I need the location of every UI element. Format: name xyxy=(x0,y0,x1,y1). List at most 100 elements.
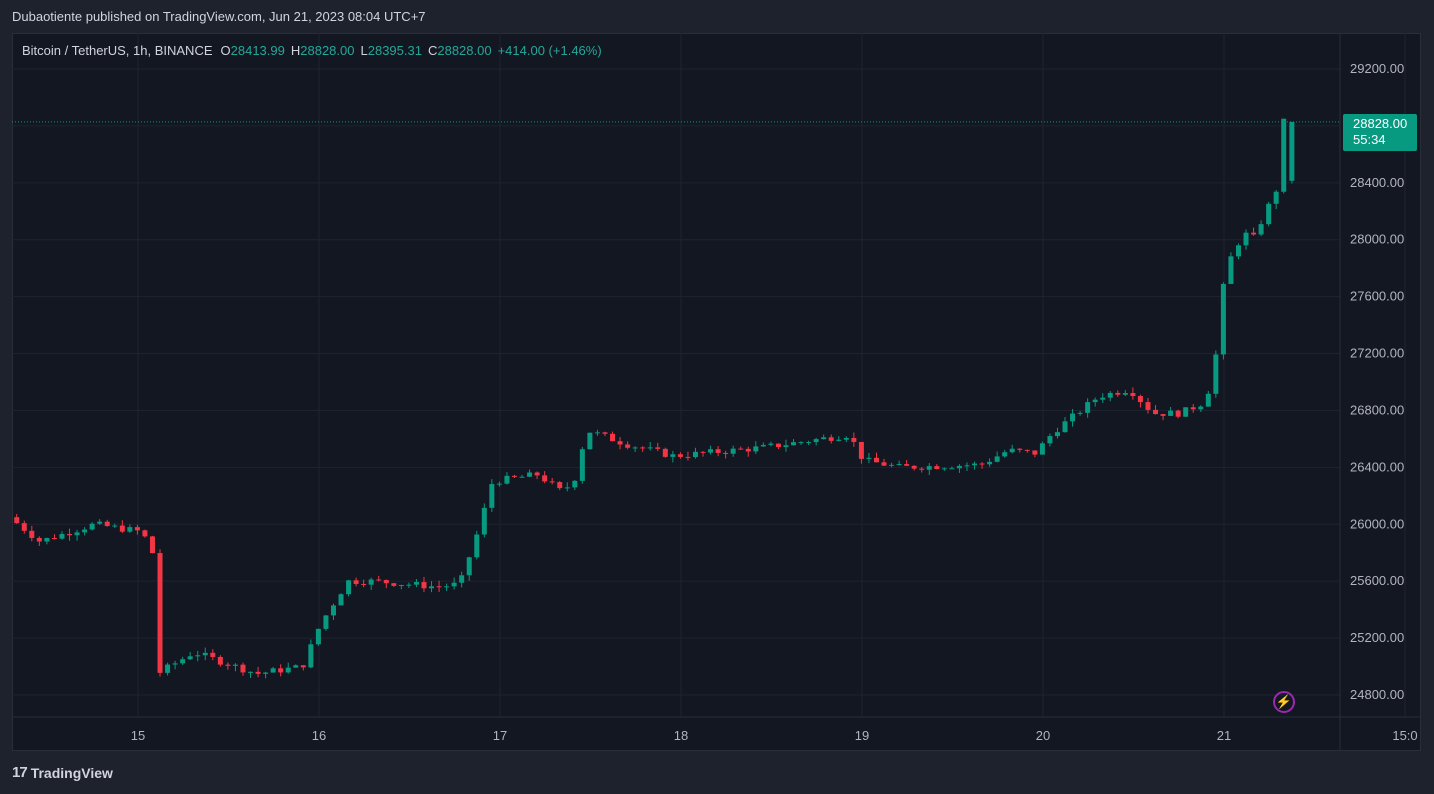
candle-body xyxy=(806,442,812,444)
candle-body xyxy=(677,454,683,457)
candle-body xyxy=(579,449,585,481)
published-header: Dubaotiente published on TradingView.com… xyxy=(12,9,426,24)
candle-body xyxy=(662,448,668,457)
bar-countdown: 55:34 xyxy=(1353,132,1386,147)
candle-body xyxy=(1024,449,1030,451)
candle-body xyxy=(926,466,932,470)
last-price-tag: 28828.00 55:34 xyxy=(1343,114,1417,151)
candle-body xyxy=(640,447,646,449)
candle-body xyxy=(195,655,201,657)
lightning-icon[interactable]: ⚡ xyxy=(1273,691,1295,713)
candle-body xyxy=(165,664,171,673)
candle-body xyxy=(489,484,495,508)
candle-body xyxy=(1062,421,1068,433)
candle-body xyxy=(451,582,457,587)
high-label: H xyxy=(290,43,301,58)
candle-body xyxy=(1054,432,1060,437)
candle-body xyxy=(444,586,450,588)
candle-body xyxy=(979,463,985,465)
symbol-label[interactable]: Bitcoin / TetherUS, 1h, BINANCE xyxy=(22,43,213,58)
low-label: L xyxy=(360,43,368,58)
candle-body xyxy=(1107,392,1113,398)
candle-body xyxy=(413,582,419,585)
candle-body xyxy=(949,468,955,470)
candle-body xyxy=(1198,406,1204,410)
candle-body xyxy=(783,445,789,448)
candle-body xyxy=(338,594,344,606)
candle-body xyxy=(692,451,698,458)
price-tick-label: 29200.00 xyxy=(1350,61,1404,76)
candle-body xyxy=(127,527,133,532)
candle-body xyxy=(858,441,864,459)
candle-body xyxy=(149,536,155,554)
candle-body xyxy=(1258,224,1264,235)
candle-body xyxy=(436,586,442,588)
candle-body xyxy=(519,476,525,478)
price-tick-label: 28400.00 xyxy=(1350,175,1404,190)
candle-body xyxy=(406,584,412,586)
candle-body xyxy=(368,579,374,585)
candle-body xyxy=(172,663,178,665)
candle-body xyxy=(142,530,148,537)
candle-body xyxy=(919,468,925,470)
candle-body xyxy=(1190,407,1196,410)
candle-body xyxy=(1032,450,1038,455)
candlestick-chart[interactable]: 29200.00 28400.00 28000.00 27600.00 27200.00… xyxy=(12,33,1421,751)
price-tick-label: 27600.00 xyxy=(1350,289,1404,304)
brand-name: TradingView xyxy=(30,764,113,781)
candle-body xyxy=(429,586,435,589)
candle-body xyxy=(240,664,246,673)
candle-body xyxy=(715,449,721,453)
candle-body xyxy=(187,656,193,660)
candle-body xyxy=(1183,407,1189,417)
candle-body xyxy=(700,451,706,453)
candle-body xyxy=(602,432,608,434)
price-tick-label: 24800.00 xyxy=(1350,687,1404,702)
time-tick-label: 17 xyxy=(493,728,507,743)
candle-body xyxy=(594,432,600,434)
candle-body xyxy=(1220,283,1226,355)
candle-body xyxy=(315,628,321,645)
candle-body xyxy=(248,671,254,673)
candle-body xyxy=(1145,402,1151,410)
candle-body xyxy=(232,664,238,666)
candle-body xyxy=(308,644,314,668)
candle-body xyxy=(836,439,842,441)
candle-body xyxy=(987,461,993,465)
candle-body xyxy=(866,457,872,459)
last-price: 28828.00 xyxy=(1353,116,1408,131)
candle-body xyxy=(745,448,751,452)
low-value: 28395.31 xyxy=(367,43,422,58)
candle-body xyxy=(564,487,570,489)
time-tick-label: 21 xyxy=(1217,728,1231,743)
candle-body xyxy=(59,533,65,539)
candle-body xyxy=(994,456,1000,462)
candle-body xyxy=(1289,121,1295,181)
candle-body xyxy=(29,530,35,538)
candle-body xyxy=(851,437,857,442)
candle-body xyxy=(1235,245,1241,257)
tradingview-logo-icon: 17 xyxy=(12,764,28,781)
candle-body xyxy=(768,443,774,445)
candle-body xyxy=(881,462,887,466)
candle-body xyxy=(353,580,359,584)
candle-body xyxy=(632,447,638,449)
candle-body xyxy=(134,527,140,531)
candle-body xyxy=(843,437,849,440)
candle-body xyxy=(112,525,118,527)
candle-body xyxy=(1085,402,1091,413)
high-value: 28828.00 xyxy=(300,43,355,58)
candle-body xyxy=(1266,203,1272,225)
candle-body xyxy=(534,472,540,476)
candle-body xyxy=(1205,393,1211,407)
candle-body xyxy=(934,466,940,469)
candle-body xyxy=(587,432,593,450)
tradingview-brand[interactable]: 17 TradingView xyxy=(12,764,113,781)
candle-body xyxy=(1100,397,1106,400)
candle-body xyxy=(51,538,57,540)
candle-body xyxy=(1070,413,1076,422)
candle-body xyxy=(1017,448,1023,450)
time-tick-label: 19 xyxy=(855,728,869,743)
candle-body xyxy=(361,583,367,585)
candle-body xyxy=(1251,232,1257,235)
